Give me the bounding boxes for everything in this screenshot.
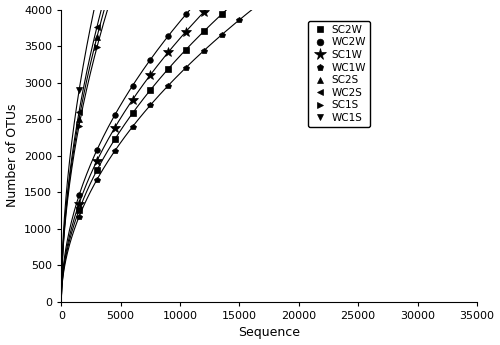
- SC2W: [201, 29, 207, 33]
- Line: WC2W: WC2W: [76, 0, 474, 198]
- Line: SC2W: SC2W: [76, 0, 474, 213]
- WC2W: [94, 148, 100, 152]
- Line: SC1W: SC1W: [74, 0, 476, 208]
- SC1W: [76, 201, 82, 206]
- SC2W: [218, 12, 224, 16]
- WC1W: [148, 103, 154, 107]
- WC1W: [94, 178, 100, 182]
- WC1W: [218, 33, 224, 37]
- SC1W: [130, 98, 136, 102]
- SC1W: [94, 159, 100, 163]
- Y-axis label: Number of OTUs: Number of OTUs: [6, 104, 18, 207]
- Line: WC1S: WC1S: [76, 0, 474, 93]
- SC2S: [94, 35, 100, 39]
- SC2W: [165, 67, 171, 71]
- WC2W: [112, 113, 117, 117]
- Legend: SC2W, WC2W, SC1W, WC1W, SC2S, WC2S, SC1S, WC1S: SC2W, WC2W, SC1W, WC1W, SC2S, WC2S, SC1S…: [308, 21, 370, 127]
- WC2W: [130, 84, 136, 88]
- SC2W: [94, 168, 100, 172]
- Line: WC2S: WC2S: [76, 0, 474, 114]
- SC1S: [76, 124, 82, 128]
- WC1W: [76, 215, 82, 219]
- SC1W: [183, 29, 189, 33]
- Line: SC1S: SC1S: [76, 0, 474, 128]
- SC1W: [112, 126, 117, 130]
- Line: SC2S: SC2S: [76, 0, 474, 121]
- WC2W: [165, 34, 171, 38]
- WC1W: [254, 3, 260, 8]
- WC2W: [183, 12, 189, 17]
- SC1W: [201, 10, 207, 14]
- WC1S: [76, 88, 82, 92]
- SC2W: [76, 208, 82, 212]
- SC2W: [183, 48, 189, 52]
- WC2W: [148, 58, 154, 62]
- WC2S: [76, 109, 82, 114]
- WC2S: [94, 25, 100, 29]
- SC2W: [112, 137, 117, 141]
- SC2W: [148, 88, 154, 92]
- SC1W: [148, 73, 154, 77]
- WC2W: [76, 193, 82, 197]
- WC1W: [236, 18, 242, 22]
- WC1W: [130, 125, 136, 129]
- SC2W: [130, 111, 136, 115]
- SC1S: [94, 45, 100, 49]
- SC2S: [76, 117, 82, 121]
- SC1W: [165, 50, 171, 55]
- WC1W: [112, 149, 117, 153]
- WC1W: [165, 83, 171, 88]
- X-axis label: Sequence: Sequence: [238, 326, 300, 339]
- WC1W: [183, 66, 189, 70]
- WC1W: [201, 49, 207, 53]
- Line: WC1W: WC1W: [76, 0, 474, 219]
